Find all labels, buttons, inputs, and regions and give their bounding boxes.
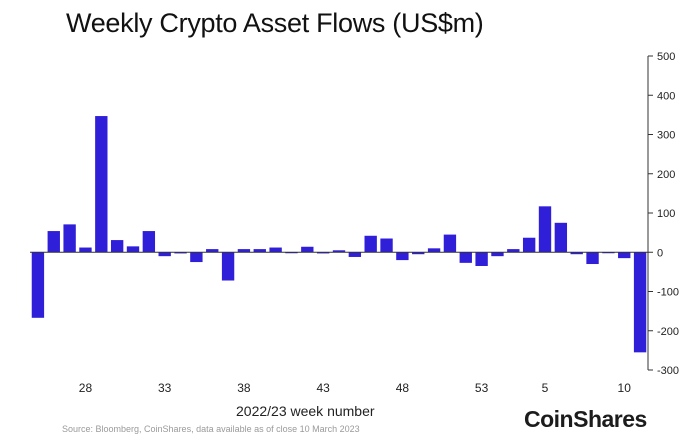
chart-title: Weekly Crypto Asset Flows (US$m) (66, 8, 484, 38)
bar-week-38 (237, 249, 251, 253)
y-tick-label: 400 (657, 90, 675, 102)
x-tick-label: 48 (396, 381, 410, 395)
bar-week-5 (554, 222, 568, 253)
y-tick-label: 500 (657, 51, 675, 63)
x-axis-label: 2022/23 week number (236, 403, 375, 419)
bar-week-4 (538, 206, 552, 253)
y-tick-label: -300 (657, 365, 679, 377)
bar-week-48 (396, 252, 409, 261)
bar-week-26 (47, 231, 60, 253)
bar-week-3 (522, 237, 536, 253)
bar-week-33 (158, 252, 171, 257)
bar-week-36 (206, 249, 219, 253)
y-tick-label: 0 (657, 247, 663, 259)
bar-week-51 (443, 234, 457, 253)
bar-week-35 (190, 252, 203, 263)
bar-week-49 (412, 252, 425, 255)
bar-week-10 (633, 252, 647, 353)
y-tick-label: 200 (657, 169, 675, 181)
bar-week-42 (301, 246, 314, 253)
bar-week-25 (31, 252, 45, 318)
bar-week-27 (63, 224, 76, 253)
bar-week-52 (459, 252, 472, 263)
bar-week-34 (174, 252, 187, 254)
bar-week-29 (95, 116, 108, 253)
bar-week-47 (380, 238, 393, 253)
y-tick-label: 300 (657, 130, 675, 142)
y-ticks-group: 500 400 300 200 100 0 -100 -200 -300 (648, 51, 679, 377)
bars-group (31, 116, 647, 353)
bar-week-37 (221, 252, 235, 281)
x-tick-label: 28 (79, 381, 93, 395)
y-tick-label: -200 (657, 326, 679, 338)
x-tick-label: 53 (475, 381, 489, 395)
bar-week-44 (332, 250, 346, 253)
bar-week-6 (570, 252, 583, 255)
bar-week-31 (126, 246, 140, 253)
bar-week-1 (491, 252, 504, 257)
bar-week-43 (316, 252, 330, 254)
y-tick-label: -100 (657, 287, 679, 299)
x-ticks-group: 28 33 38 43 48 53 5 10 (79, 381, 631, 395)
bar-week-32 (142, 231, 156, 253)
x-tick-label: 10 (618, 381, 632, 395)
bar-week-45 (348, 252, 362, 257)
bar-week-39 (253, 249, 266, 253)
bar-week-28 (79, 247, 92, 253)
bar-week-9 (618, 252, 631, 259)
coinshares-logo: CoinShares (524, 406, 647, 432)
bar-week-46 (364, 235, 377, 253)
bar-week-30 (110, 240, 124, 253)
bar-week-53 (475, 252, 488, 266)
bar-week-2 (507, 249, 520, 253)
bar-week-7 (586, 252, 599, 265)
bar-week-40 (269, 247, 282, 253)
bar-week-50 (427, 248, 441, 253)
y-tick-label: 100 (657, 208, 675, 220)
source-note: Source: Bloomberg, CoinShares, data avai… (62, 424, 360, 434)
x-tick-label: 43 (316, 381, 330, 395)
x-tick-label: 38 (237, 381, 251, 395)
x-tick-label: 5 (542, 381, 549, 395)
x-tick-label: 33 (158, 381, 172, 395)
